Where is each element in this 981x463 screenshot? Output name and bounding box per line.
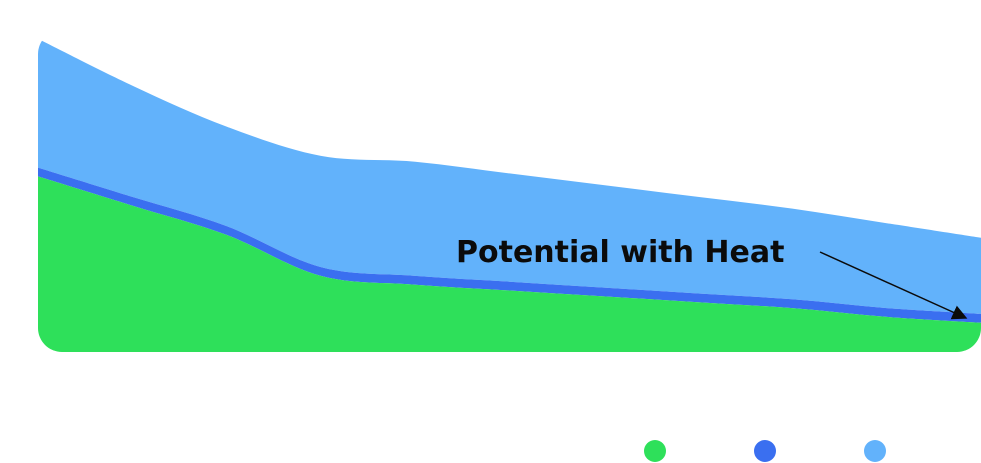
annotation: Potential with Heat [456,235,968,320]
plot-area [38,38,981,352]
legend-marker-2 [754,440,776,462]
area-series-1 [38,176,981,352]
legend [644,440,886,462]
annotation-text: Potential with Heat [456,235,784,270]
legend-marker-3 [864,440,886,462]
annotation-arrow [819,251,968,320]
area-series-3 [38,38,981,314]
legend-marker-1 [644,440,666,462]
